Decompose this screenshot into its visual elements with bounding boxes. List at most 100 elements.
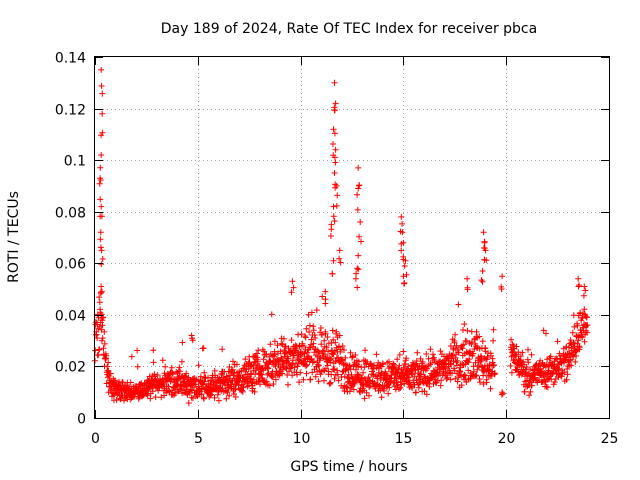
data-point xyxy=(355,252,362,259)
data-point xyxy=(527,388,534,395)
data-point xyxy=(346,362,353,369)
data-point xyxy=(508,336,515,343)
data-point xyxy=(437,382,444,389)
data-point xyxy=(98,261,105,268)
data-point xyxy=(360,369,367,376)
data-point xyxy=(523,364,530,371)
data-point xyxy=(581,338,588,345)
data-point xyxy=(386,358,392,365)
data-point xyxy=(414,349,421,356)
data-point xyxy=(232,394,239,400)
data-point xyxy=(134,363,141,370)
data-point xyxy=(330,126,337,133)
data-point xyxy=(317,371,324,378)
data-point xyxy=(309,369,316,376)
data-point xyxy=(348,371,355,378)
data-point xyxy=(325,368,332,375)
data-point xyxy=(198,391,205,398)
x-tick-label: 0 xyxy=(91,431,100,447)
data-point xyxy=(361,395,368,402)
grid-lines xyxy=(95,57,609,418)
data-point xyxy=(318,341,325,348)
data-point xyxy=(460,327,466,333)
data-point xyxy=(436,370,443,377)
data-point xyxy=(331,170,338,176)
data-point xyxy=(402,257,409,264)
data-point xyxy=(327,233,334,239)
data-point xyxy=(332,159,339,166)
data-point xyxy=(477,379,483,386)
data-point xyxy=(452,331,459,338)
data-point xyxy=(260,356,267,363)
data-point xyxy=(121,397,127,404)
data-point xyxy=(487,385,494,392)
data-point xyxy=(498,283,505,290)
data-point xyxy=(423,351,430,357)
data-point xyxy=(521,388,528,395)
data-point xyxy=(329,270,336,277)
data-point xyxy=(395,379,401,386)
data-point xyxy=(315,362,322,369)
data-point xyxy=(307,376,314,383)
data-point xyxy=(280,335,287,342)
data-point xyxy=(330,213,337,220)
data-point xyxy=(498,391,505,398)
data-point xyxy=(333,202,340,209)
data-point xyxy=(466,356,473,363)
data-point xyxy=(202,375,209,382)
data-point xyxy=(426,383,433,390)
data-point xyxy=(271,338,278,345)
data-point xyxy=(271,348,278,355)
data-point xyxy=(152,394,159,401)
data-point xyxy=(266,382,273,389)
data-point xyxy=(200,345,207,352)
data-point xyxy=(349,354,355,361)
data-point xyxy=(303,363,309,369)
data-point xyxy=(399,229,406,236)
x-tick-label: 20 xyxy=(498,431,516,447)
data-point xyxy=(116,380,123,387)
data-point xyxy=(423,391,430,398)
data-point xyxy=(147,395,154,402)
data-point xyxy=(525,346,531,353)
data-point xyxy=(339,368,346,375)
data-point xyxy=(336,255,343,262)
data-point xyxy=(272,363,279,370)
data-point xyxy=(397,384,404,391)
data-point xyxy=(100,345,107,352)
data-point xyxy=(353,270,360,277)
data-point xyxy=(390,360,397,367)
data-point xyxy=(331,154,338,161)
data-point xyxy=(453,359,460,366)
data-point xyxy=(573,352,580,359)
data-point xyxy=(305,353,312,360)
data-point xyxy=(150,359,157,366)
data-point xyxy=(254,358,261,365)
data-point xyxy=(312,373,319,380)
data-point xyxy=(310,327,317,334)
data-point xyxy=(200,381,207,388)
data-point xyxy=(98,152,105,158)
data-point xyxy=(294,363,301,370)
data-point xyxy=(470,350,477,357)
data-point xyxy=(99,317,106,324)
data-point xyxy=(545,367,552,374)
x-tick-label: 10 xyxy=(293,431,311,447)
data-point xyxy=(267,341,274,348)
data-point xyxy=(401,280,408,286)
data-point xyxy=(394,356,401,363)
data-point xyxy=(354,265,361,272)
data-point xyxy=(371,362,378,369)
data-point xyxy=(313,307,320,314)
data-point xyxy=(315,361,322,368)
data-point xyxy=(159,357,166,364)
data-point xyxy=(564,371,571,378)
data-point xyxy=(396,351,403,358)
data-point xyxy=(398,247,405,254)
data-point xyxy=(339,343,346,349)
data-point xyxy=(581,283,588,290)
data-point xyxy=(472,359,479,366)
data-point xyxy=(554,338,561,345)
data-point xyxy=(520,358,527,365)
data-point xyxy=(584,329,591,336)
